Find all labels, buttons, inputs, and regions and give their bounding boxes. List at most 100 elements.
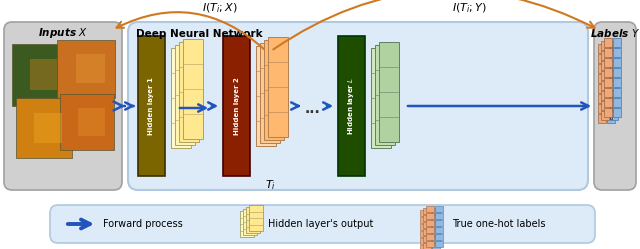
Bar bbox=[610, 71, 618, 80]
Bar bbox=[175, 45, 195, 145]
Bar bbox=[601, 111, 609, 120]
Bar bbox=[423, 243, 431, 249]
Bar bbox=[610, 101, 618, 110]
Bar bbox=[240, 211, 254, 237]
Text: 0: 0 bbox=[609, 106, 612, 111]
Bar bbox=[610, 91, 618, 100]
Bar bbox=[598, 84, 606, 93]
Bar bbox=[613, 38, 621, 47]
Bar bbox=[601, 41, 609, 50]
Text: $I(T_i; X)$: $I(T_i; X)$ bbox=[202, 1, 238, 15]
Bar bbox=[420, 217, 428, 223]
Bar bbox=[379, 42, 399, 142]
Bar bbox=[604, 38, 612, 47]
Text: :: : bbox=[610, 86, 612, 91]
Bar bbox=[429, 224, 437, 230]
Text: Hidden layer 2: Hidden layer 2 bbox=[234, 77, 239, 135]
Bar bbox=[607, 84, 615, 93]
Text: Hidden layer 1: Hidden layer 1 bbox=[148, 77, 154, 135]
Bar bbox=[426, 241, 434, 247]
Bar bbox=[607, 104, 615, 113]
Text: True one-hot labels: True one-hot labels bbox=[452, 219, 545, 229]
Bar bbox=[604, 58, 612, 67]
Text: $I(T_i; Y)$: $I(T_i; Y)$ bbox=[452, 1, 488, 15]
Bar bbox=[435, 220, 443, 226]
Bar bbox=[426, 206, 434, 212]
Bar bbox=[179, 42, 199, 142]
Bar bbox=[610, 111, 618, 120]
FancyBboxPatch shape bbox=[4, 22, 122, 190]
Bar bbox=[613, 88, 621, 97]
Bar bbox=[426, 213, 434, 219]
Text: $T_i$: $T_i$ bbox=[264, 178, 275, 192]
Bar bbox=[435, 206, 443, 212]
Bar bbox=[432, 243, 440, 249]
Text: 1: 1 bbox=[609, 56, 612, 61]
Bar bbox=[607, 114, 615, 123]
Bar bbox=[613, 78, 621, 87]
Bar bbox=[435, 213, 443, 219]
Bar bbox=[607, 74, 615, 83]
Bar bbox=[243, 209, 257, 235]
Bar bbox=[613, 48, 621, 57]
Bar bbox=[604, 78, 612, 87]
Bar bbox=[420, 231, 428, 237]
Bar bbox=[601, 91, 609, 100]
Bar bbox=[12, 44, 67, 106]
Bar bbox=[604, 68, 612, 77]
Bar bbox=[16, 98, 72, 158]
Bar bbox=[613, 68, 621, 77]
Bar bbox=[423, 236, 431, 242]
Bar bbox=[426, 220, 434, 226]
Bar bbox=[607, 54, 615, 63]
Bar bbox=[613, 108, 621, 117]
Bar bbox=[371, 48, 391, 148]
FancyBboxPatch shape bbox=[594, 22, 636, 190]
Bar bbox=[249, 205, 263, 231]
Bar bbox=[604, 88, 612, 97]
Text: 0: 0 bbox=[609, 46, 612, 51]
Bar bbox=[423, 222, 431, 228]
FancyBboxPatch shape bbox=[50, 205, 595, 243]
Bar bbox=[613, 58, 621, 67]
Bar bbox=[268, 37, 288, 137]
Text: ...: ... bbox=[304, 102, 320, 116]
Bar bbox=[598, 114, 606, 123]
Bar bbox=[429, 231, 437, 237]
Bar bbox=[432, 236, 440, 242]
Bar bbox=[601, 61, 609, 70]
Bar bbox=[420, 245, 428, 249]
Bar bbox=[171, 48, 191, 148]
Bar bbox=[604, 98, 612, 107]
Bar bbox=[598, 54, 606, 63]
Bar bbox=[607, 44, 615, 53]
Bar bbox=[598, 104, 606, 113]
Bar bbox=[610, 81, 618, 90]
Bar bbox=[76, 54, 105, 83]
Bar bbox=[426, 234, 434, 240]
Text: 0: 0 bbox=[609, 96, 612, 101]
Bar bbox=[607, 94, 615, 103]
Bar bbox=[246, 207, 260, 233]
Bar bbox=[598, 74, 606, 83]
Bar bbox=[34, 113, 62, 143]
Bar bbox=[432, 222, 440, 228]
Bar bbox=[256, 46, 276, 146]
Bar bbox=[57, 40, 115, 98]
Bar bbox=[435, 241, 443, 247]
Bar bbox=[607, 64, 615, 73]
Text: Deep Neural Network: Deep Neural Network bbox=[136, 29, 262, 39]
Bar bbox=[138, 36, 165, 176]
Bar bbox=[598, 44, 606, 53]
Bar bbox=[598, 94, 606, 103]
Bar bbox=[60, 94, 114, 150]
Bar bbox=[423, 215, 431, 221]
Bar bbox=[78, 108, 105, 136]
Bar bbox=[429, 238, 437, 244]
Bar bbox=[604, 108, 612, 117]
Text: 0: 0 bbox=[609, 76, 612, 81]
Text: Hidden layer $L$: Hidden layer $L$ bbox=[346, 77, 356, 135]
Bar bbox=[375, 45, 395, 145]
Text: Labels $Y$: Labels $Y$ bbox=[590, 27, 640, 39]
Bar bbox=[420, 224, 428, 230]
